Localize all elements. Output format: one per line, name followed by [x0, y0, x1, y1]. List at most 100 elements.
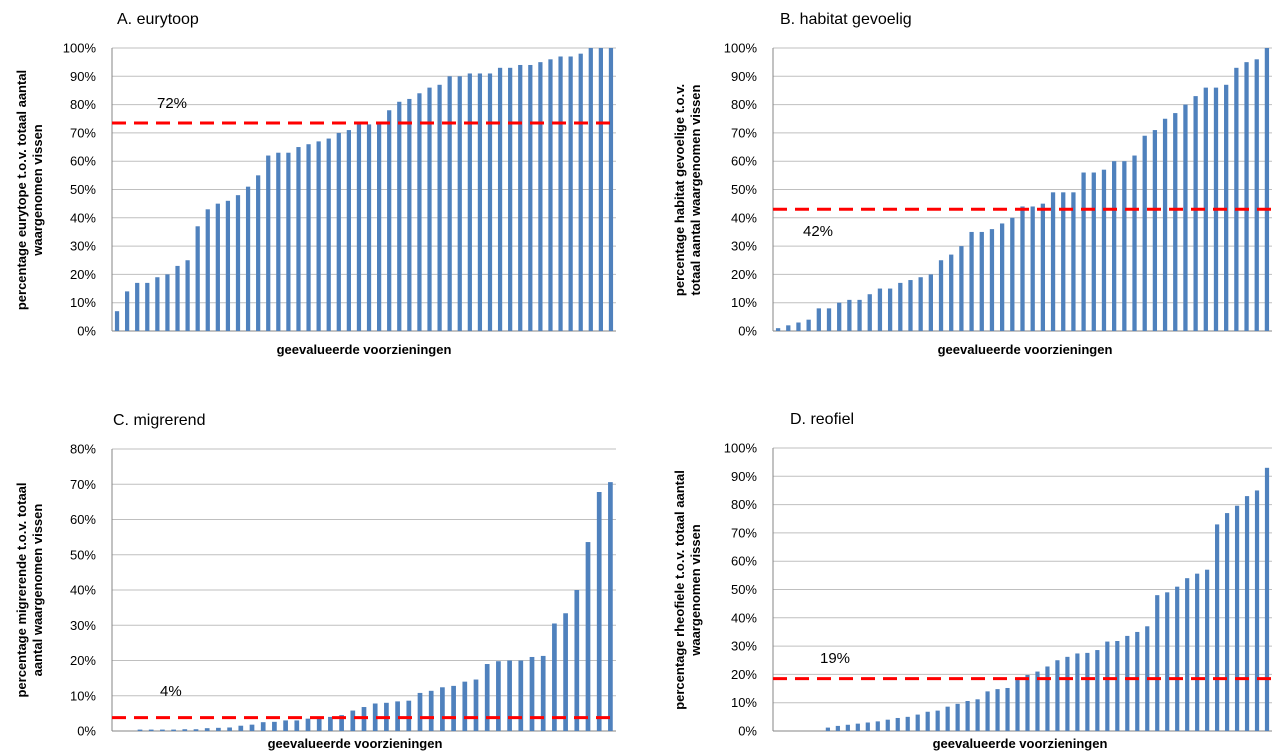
chart2-bar	[918, 277, 923, 331]
chart1-bar	[417, 93, 422, 331]
chart3-bar	[316, 718, 322, 731]
chart1-bar	[266, 155, 271, 331]
chart4-bar	[875, 721, 880, 731]
chart4-y-axis-label: percentage rheofiele t.o.v. totaal aanta…	[672, 470, 703, 710]
chart3-y-axis-label-line: percentage migrerende t.o.v. totaal	[14, 482, 29, 697]
chart1-bar	[306, 144, 311, 331]
chart1-bar	[145, 282, 150, 331]
chart2-y-tick-label: 90%	[731, 69, 757, 84]
chart1-y-tick-label: 0%	[77, 324, 96, 339]
chart1-bar	[114, 311, 120, 331]
chart1-bar	[125, 291, 130, 331]
chart2-bar	[969, 231, 974, 331]
chart1-bar	[427, 87, 432, 332]
chart1-bar	[608, 48, 614, 331]
chart2-bar	[1152, 130, 1158, 331]
chart1-bar	[538, 62, 543, 332]
chart2-bar	[786, 325, 791, 331]
chart4-bar	[1254, 490, 1260, 731]
chart2-x-axis-label: geevalueerde voorzieningen	[938, 342, 1113, 357]
chart4-bar	[1085, 652, 1090, 731]
chart2-bar	[1142, 135, 1147, 331]
chart2-bar	[1234, 67, 1239, 331]
chart2-bar	[928, 274, 933, 331]
chart1-bar	[296, 147, 301, 331]
chart3-y-tick-label: 40%	[70, 583, 96, 598]
chart1-bar	[215, 203, 220, 331]
chart2-bar	[847, 299, 852, 331]
chart1-bar	[245, 186, 251, 331]
chart3-bar	[171, 729, 176, 731]
chart4-bar	[925, 711, 930, 731]
chart2-bar	[806, 319, 811, 331]
chart3-bar	[272, 721, 277, 731]
chart2-bar	[887, 288, 893, 331]
chart2-bar	[1091, 172, 1096, 331]
chart2-bar	[867, 294, 872, 331]
chart3-bar	[305, 718, 311, 731]
chart1-x-axis-label: geevalueerde voorzieningen	[277, 342, 452, 357]
chart2-y-tick-label: 20%	[731, 267, 757, 282]
chart1-bar	[336, 132, 341, 331]
chart4-bar	[1185, 578, 1190, 731]
chart4-bar	[1224, 513, 1230, 731]
chart1-bar	[397, 101, 402, 332]
chart4-bar	[825, 727, 830, 731]
chart4-y-tick-label: 100%	[724, 441, 758, 456]
chart4-bar	[1105, 641, 1110, 731]
chart2-bar	[1244, 62, 1249, 332]
chart2-y-tick-label: 100%	[724, 41, 758, 56]
chart3-bar	[596, 492, 602, 731]
chart4-bar	[1175, 586, 1180, 731]
chart1-title: A. eurytoop	[117, 11, 199, 28]
chart1-bar	[135, 282, 140, 331]
chart1-bar	[175, 265, 180, 331]
chart2-y-tick-label: 10%	[731, 295, 757, 310]
chart2-bar	[938, 260, 944, 331]
chart1-bar	[387, 110, 392, 331]
chart2-bar	[1264, 48, 1270, 331]
chart3-y-axis-label-line: aantal waargenomen vissen	[30, 504, 45, 677]
chart3-bar	[339, 715, 344, 731]
chart1-bar	[497, 67, 503, 331]
chart4-bar	[1065, 656, 1070, 731]
chart3-y-tick-label: 80%	[70, 442, 96, 457]
chart2-bar	[877, 288, 883, 331]
chart4-bar	[985, 691, 990, 731]
chart1-bar	[528, 64, 533, 331]
chart4-reference-label: 19%	[820, 650, 850, 667]
chart1-y-tick-label: 60%	[70, 154, 96, 169]
chart3-bar	[563, 613, 568, 731]
chart4-y-tick-label: 50%	[731, 582, 757, 597]
chart1-y-tick-label: 40%	[70, 210, 96, 225]
chart4-bar	[1135, 631, 1140, 731]
chart4-bar	[1264, 467, 1270, 731]
chart2-bar	[1112, 161, 1117, 331]
chart4-bar	[1075, 653, 1080, 731]
chart1-bar	[155, 277, 160, 331]
chart3-bar	[417, 692, 423, 731]
chart2-bar	[826, 308, 832, 331]
chart3-bar	[294, 720, 300, 731]
chart3-y-tick-label: 60%	[70, 512, 96, 527]
chart3-bar	[484, 664, 490, 731]
chart2-y-tick-label: 80%	[731, 97, 757, 112]
chart4-y-tick-label: 80%	[731, 497, 757, 512]
chart2-bar	[1081, 172, 1086, 331]
chart2-y-axis-label-line: percentage habitat gevoelige t.o.v.	[672, 84, 687, 296]
chart3-bar	[395, 701, 400, 731]
chart3-bar	[462, 681, 468, 731]
chart2-title: B. habitat gevoelig	[780, 11, 912, 28]
chart3-x-axis-label: geevalueerde voorzieningen	[268, 736, 443, 751]
chart4-title: D. reofiel	[790, 411, 854, 428]
chart1-bar	[286, 152, 291, 331]
chart2-reference-label: 42%	[803, 223, 833, 240]
chart1-y-tick-label: 90%	[70, 69, 96, 84]
chart3-bar	[260, 722, 266, 731]
chart1-y-axis-label-line: percentage eurytope t.o.v. totaal aantal	[14, 70, 29, 310]
chart3-bar	[204, 728, 210, 731]
chart3-y-tick-label: 20%	[70, 653, 96, 668]
chart4-bar	[895, 717, 900, 731]
chart1-bar	[548, 59, 553, 331]
chart1-bar	[256, 175, 261, 331]
